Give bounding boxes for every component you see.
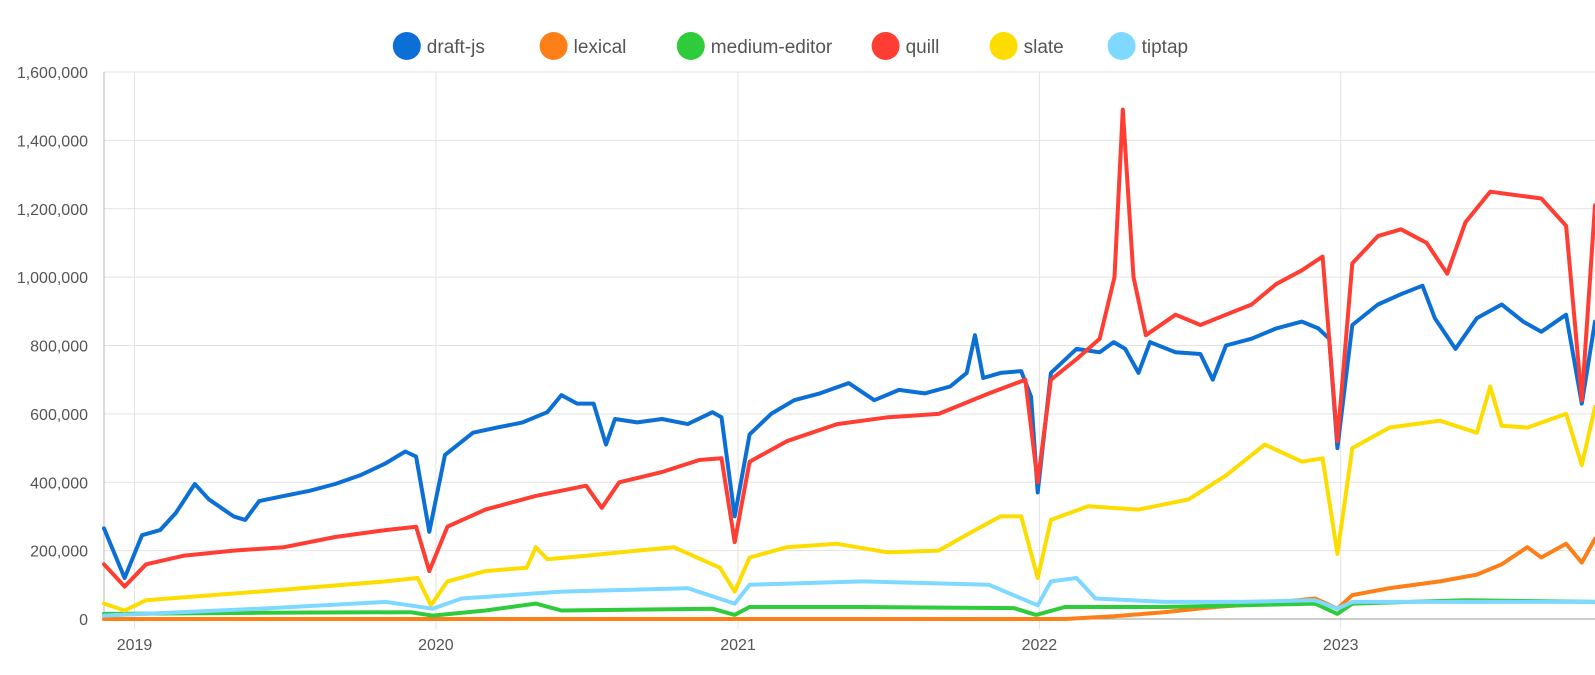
series-line-lexical [102, 536, 1595, 621]
legend-label: lexical [574, 37, 627, 58]
series-line-draft-js [102, 283, 1595, 580]
legend-item-quill[interactable]: quill [871, 32, 940, 60]
y-tick-label: 200,000 [30, 544, 88, 561]
legend-marker [989, 32, 1018, 60]
legend-label: draft-js [427, 37, 485, 58]
legend-item-medium-editor[interactable]: medium-editor [676, 32, 833, 60]
x-tick-label: 2023 [1323, 637, 1359, 654]
x-tick-label: 2021 [720, 637, 756, 654]
legend-label: quill [906, 37, 940, 58]
x-tick-label: 2022 [1022, 637, 1058, 654]
y-tick-label: 1,600,000 [17, 65, 88, 82]
legend-marker [676, 32, 705, 60]
x-tick-label: 2020 [418, 637, 454, 654]
x-tick-label: 2019 [117, 637, 153, 654]
legend-item-tiptap[interactable]: tiptap [1107, 32, 1188, 60]
legend-marker [392, 32, 421, 60]
legend-label: tiptap [1142, 37, 1188, 58]
series-line-quill [102, 107, 1595, 589]
y-tick-label: 1,200,000 [17, 202, 88, 219]
axis-layer: 0 200,000 400,000 600,000 800,000 1,000,000 1,… [17, 65, 1595, 654]
y-tick-label: 400,000 [30, 475, 88, 492]
legend-item-lexical[interactable]: lexical [539, 32, 627, 60]
legend-label: medium-editor [711, 37, 833, 58]
legend: draft-js lexical medium-editor quill slate ti… [392, 32, 1188, 60]
series-line-medium-editor [102, 598, 1595, 618]
legend-label: slate [1024, 37, 1064, 58]
series-layer [102, 107, 1595, 621]
legend-item-draft-js[interactable]: draft-js [392, 32, 485, 60]
legend-marker [539, 32, 568, 60]
legend-marker [871, 32, 900, 60]
y-tick-label: 1,400,000 [17, 133, 88, 150]
legend-item-slate[interactable]: slate [989, 32, 1064, 60]
series-line-tiptap [102, 576, 1595, 618]
y-tick-label: 0 [79, 612, 88, 629]
legend-marker [1107, 32, 1136, 60]
y-tick-label: 1,000,000 [17, 270, 88, 287]
series-line-slate [102, 384, 1595, 613]
y-tick-label: 800,000 [30, 339, 88, 356]
y-tick-label: 600,000 [30, 407, 88, 424]
